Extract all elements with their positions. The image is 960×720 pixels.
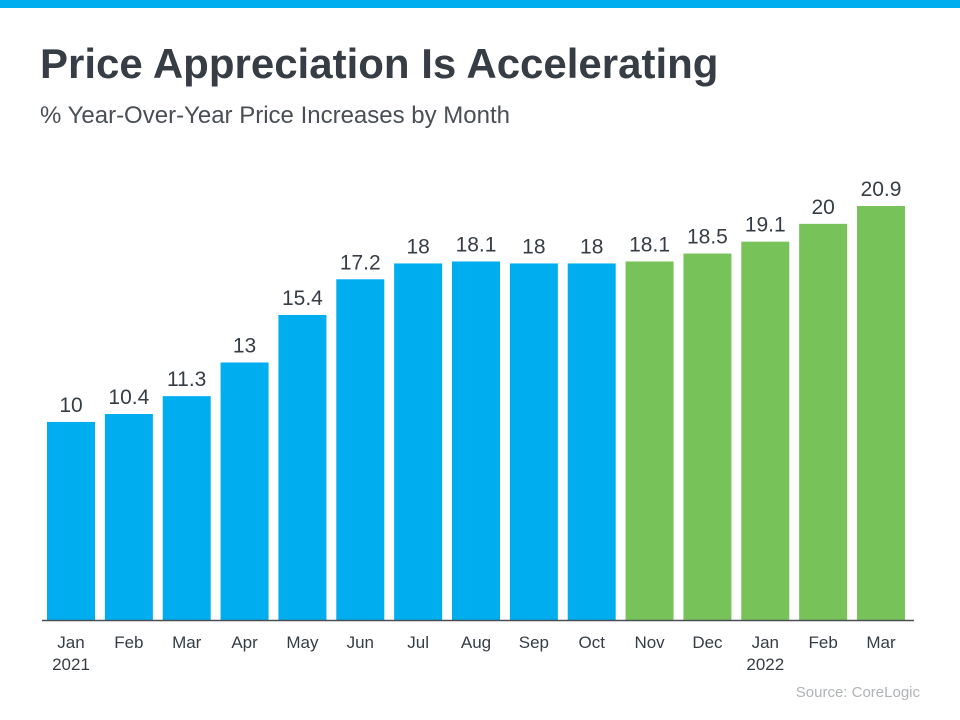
data-label-2: 10.4 — [108, 386, 149, 409]
page-subtitle: % Year-Over-Year Price Increases by Mont… — [40, 102, 511, 129]
data-label-5: 15.4 — [282, 287, 323, 310]
x-tick-label-7: Jul — [407, 633, 429, 652]
x-tick-label-6: Jun — [347, 633, 374, 652]
x-tick-label-1: Jan — [57, 633, 84, 652]
bar-8 — [452, 261, 500, 620]
x-tick-label-14: Feb — [808, 633, 837, 652]
bar-15 — [857, 206, 905, 620]
x-tick-label-4: Apr — [231, 633, 258, 652]
x-year-label-13: 2022 — [746, 655, 784, 674]
data-label-14: 20 — [811, 196, 834, 219]
data-label-3: 11.3 — [167, 368, 206, 391]
x-tick-label-5: May — [286, 633, 319, 652]
bar-5 — [278, 314, 327, 620]
bar-10 — [567, 263, 616, 620]
bar-12 — [683, 253, 732, 621]
x-tick-label-9: Sep — [519, 633, 549, 652]
x-year-label-1: 2021 — [52, 655, 90, 674]
x-tick-label-13: Jan — [752, 633, 779, 652]
bar-3 — [162, 396, 211, 620]
bar-2 — [104, 413, 153, 620]
x-tick-label-3: Mar — [172, 633, 202, 652]
data-label-4: 13 — [233, 334, 256, 357]
data-label-9: 18 — [522, 235, 545, 258]
x-tick-label-8: Aug — [461, 633, 491, 652]
data-label-1: 10 — [59, 394, 82, 417]
bar-11 — [625, 261, 674, 620]
bar-14 — [799, 223, 848, 620]
top-accent-bar — [0, 0, 960, 8]
data-label-10: 18 — [580, 235, 603, 258]
x-tick-label-11: Nov — [634, 633, 665, 652]
bar-4 — [220, 362, 269, 620]
x-tick-label-2: Feb — [114, 633, 143, 652]
data-label-13: 19.1 — [745, 214, 786, 237]
x-tick-label-12: Dec — [692, 633, 723, 652]
data-label-11: 18.1 — [629, 233, 670, 256]
page-title: Price Appreciation Is Accelerating — [40, 40, 719, 87]
source-note: Source: CoreLogic — [795, 684, 920, 701]
data-label-6: 17.2 — [340, 251, 381, 274]
x-tick-label-15: Mar — [866, 633, 896, 652]
data-label-12: 18.5 — [687, 226, 728, 249]
bar-13 — [741, 241, 790, 620]
bar-6 — [336, 279, 385, 620]
data-label-8: 18.1 — [456, 233, 497, 256]
bar-9 — [509, 263, 558, 620]
data-label-7: 18 — [406, 235, 429, 258]
x-tick-label-10: Oct — [578, 633, 605, 652]
bar-1 — [47, 421, 95, 620]
data-label-15: 20.9 — [861, 178, 902, 201]
bar-7 — [394, 263, 443, 620]
